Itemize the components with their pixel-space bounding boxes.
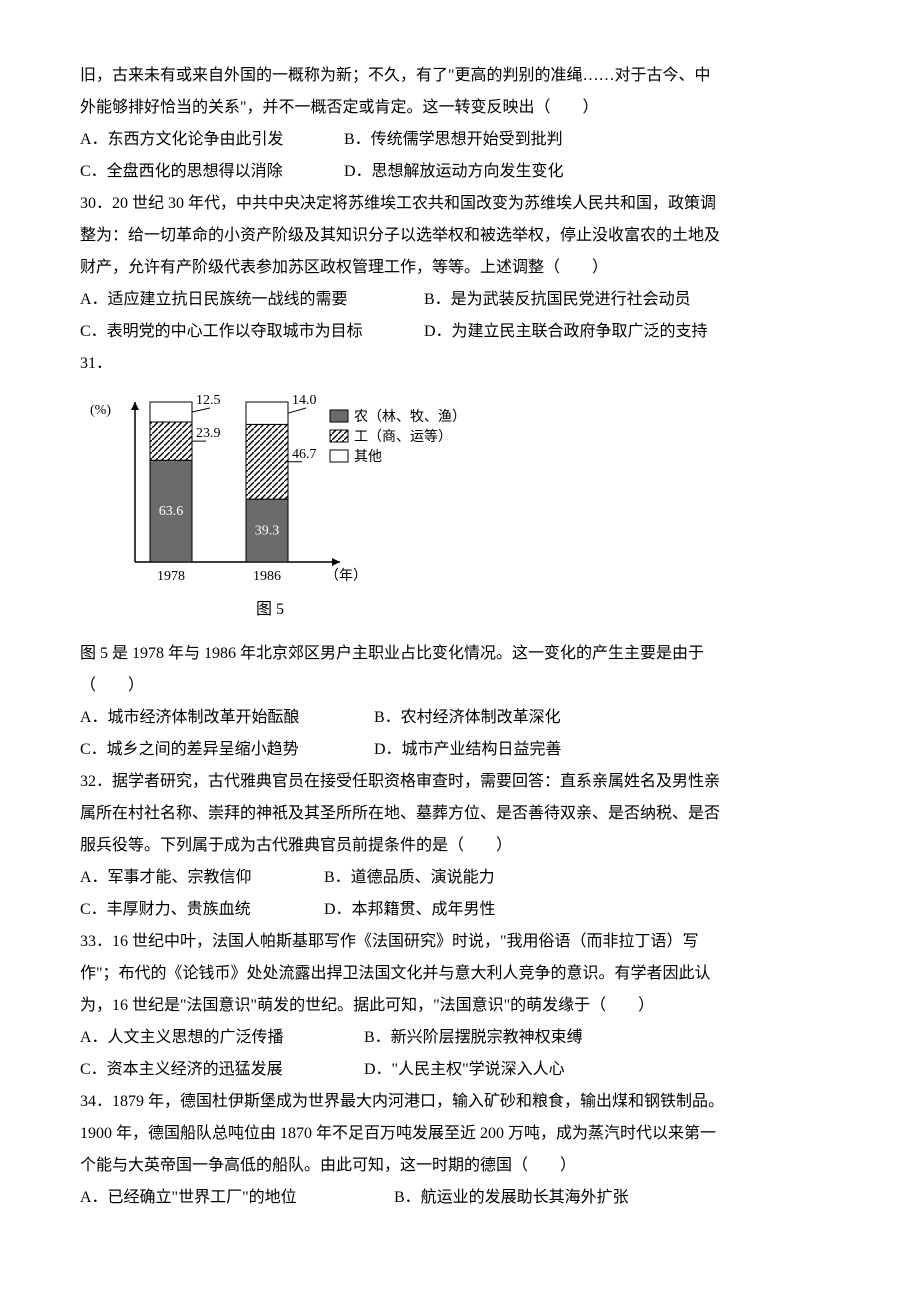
svg-text:其他: 其他 [354, 449, 382, 465]
q31-chart: (%) 12.5 23.9 63.6 1978 14.0 46.7 39.3 1986 （年） 农（… [80, 392, 460, 626]
q29-option-b: B．传统儒学思想开始受到批判 [344, 124, 563, 156]
q29-option-d: D．思想解放运动方向发生变化 [344, 156, 564, 188]
q31-option-b: B．农村经济体制改革深化 [374, 702, 561, 734]
q32-option-d: D．本邦籍贯、成年男性 [324, 894, 496, 926]
svg-text:12.5: 12.5 [196, 393, 221, 408]
q32-option-b: B．道德品质、演说能力 [324, 862, 495, 894]
q33-option-a: A．人文主义思想的广泛传播 [80, 1022, 360, 1054]
q33-option-b: B．新兴阶层摆脱宗教神权束缚 [364, 1022, 583, 1054]
svg-text:14.0: 14.0 [292, 393, 317, 408]
q32-option-c: C．丰厚财力、贵族血统 [80, 894, 320, 926]
q33-option-c: C．资本主义经济的迅猛发展 [80, 1054, 360, 1086]
q29-option-c: C．全盘西化的思想得以消除 [80, 156, 340, 188]
q33-line2: 作"；布代的《论钱币》处处流露出捍卫法国文化并与意大利人竞争的意识。有学者因此认 [80, 958, 840, 990]
svg-text:(%): (%) [90, 403, 111, 418]
q30-option-b: B．是为武装反抗国民党进行社会动员 [424, 284, 691, 316]
svg-text:63.6: 63.6 [159, 504, 184, 519]
q33-options-row2: C．资本主义经济的迅猛发展 D．"人民主权"学说深入人心 [80, 1054, 840, 1086]
q30-option-a: A．适应建立抗日民族统一战线的需要 [80, 284, 420, 316]
q34-line2: 1900 年，德国船队总吨位由 1870 年不足百万吨发展至近 200 万吨，成… [80, 1118, 840, 1150]
q32-options-row2: C．丰厚财力、贵族血统 D．本邦籍贯、成年男性 [80, 894, 840, 926]
svg-text:工（商、运等）: 工（商、运等） [354, 428, 452, 445]
svg-text:46.7: 46.7 [292, 447, 317, 462]
q31-options-row1: A．城市经济体制改革开始酝酿 B．农村经济体制改革深化 [80, 702, 840, 734]
svg-text:23.9: 23.9 [196, 426, 221, 441]
q30-line3: 财产，允许有产阶级代表参加苏区政权管理工作，等等。上述调整（ ） [80, 252, 840, 284]
q32-line2: 属所在村社名称、崇拜的神祇及其圣所所在地、墓葬方位、是否善待双亲、是否纳税、是否 [80, 798, 840, 830]
q34-option-a: A．已经确立"世界工厂"的地位 [80, 1182, 390, 1214]
q30-option-d: D．为建立民主联合政府争取广泛的支持 [424, 316, 708, 348]
q34-options-row1: A．已经确立"世界工厂"的地位 B．航运业的发展助长其海外扩张 [80, 1182, 840, 1214]
q32-options-row1: A．军事才能、宗教信仰 B．道德品质、演说能力 [80, 862, 840, 894]
svg-text:1986: 1986 [253, 569, 281, 584]
q29-options-row1: A．东西方文化论争由此引发 B．传统儒学思想开始受到批判 [80, 124, 840, 156]
q30-option-c: C．表明党的中心工作以夺取城市为目标 [80, 316, 420, 348]
svg-text:39.3: 39.3 [255, 524, 280, 539]
q31-options-row2: C．城乡之间的差异呈缩小趋势 D．城市产业结构日益完善 [80, 734, 840, 766]
q31-option-c: C．城乡之间的差异呈缩小趋势 [80, 734, 370, 766]
q30-line2: 整为：给一切革命的小资产阶级及其知识分子以选举权和被选举权，停止没收富农的土地及 [80, 220, 840, 252]
q30-options-row1: A．适应建立抗日民族统一战线的需要 B．是为武装反抗国民党进行社会动员 [80, 284, 840, 316]
q33-option-d: D．"人民主权"学说深入人心 [364, 1054, 565, 1086]
q31-body: 图 5 是 1978 年与 1986 年北京郊区男户主职业占比变化情况。这一变化… [80, 638, 840, 670]
q34-line3: 个能与大英帝国一争高低的船队。由此可知，这一时期的德国（ ） [80, 1150, 840, 1182]
q34-option-b: B．航运业的发展助长其海外扩张 [394, 1182, 629, 1214]
q32-line3: 服兵役等。下列属于成为古代雅典官员前提条件的是（ ） [80, 830, 840, 862]
chart-caption: 图 5 [80, 594, 460, 626]
svg-text:1978: 1978 [157, 569, 185, 584]
q32-line1: 32．据学者研究，古代雅典官员在接受任职资格审查时，需要回答：直系亲属姓名及男性… [80, 766, 840, 798]
q29-line2: 外能够排好恰当的关系"，并不一概否定或肯定。这一转变反映出（ ） [80, 92, 840, 124]
q33-line3: 为，16 世纪是"法国意识"萌发的世纪。据此可知，"法国意识"的萌发缘于（ ） [80, 990, 840, 1022]
q30-line1: 30．20 世纪 30 年代，中共中央决定将苏维埃工农共和国改变为苏维埃人民共和… [80, 188, 840, 220]
stacked-bar-chart: (%) 12.5 23.9 63.6 1978 14.0 46.7 39.3 1986 （年） 农（… [80, 392, 460, 592]
q34-line1: 34．1879 年，德国杜伊斯堡成为世界最大内河港口，输入矿砂和粮食，输出煤和钢… [80, 1086, 840, 1118]
q30-options-row2: C．表明党的中心工作以夺取城市为目标 D．为建立民主联合政府争取广泛的支持 [80, 316, 840, 348]
q31-number: 31． [80, 348, 840, 380]
q33-line1: 33．16 世纪中叶，法国人帕斯基耶写作《法国研究》时说，"我用俗语（而非拉丁语… [80, 926, 840, 958]
q29-line1: 旧，古来未有或来自外国的一概称为新；不久，有了"更高的判别的准绳……对于古今、中 [80, 60, 840, 92]
svg-text:农（林、牧、渔）: 农（林、牧、渔） [354, 409, 460, 425]
q33-options-row1: A．人文主义思想的广泛传播 B．新兴阶层摆脱宗教神权束缚 [80, 1022, 840, 1054]
q31-option-a: A．城市经济体制改革开始酝酿 [80, 702, 370, 734]
svg-text:（年）: （年） [325, 568, 367, 584]
q31-body2: （ ） [80, 670, 840, 702]
q29-options-row2: C．全盘西化的思想得以消除 D．思想解放运动方向发生变化 [80, 156, 840, 188]
q32-option-a: A．军事才能、宗教信仰 [80, 862, 320, 894]
q31-option-d: D．城市产业结构日益完善 [374, 734, 562, 766]
q29-option-a: A．东西方文化论争由此引发 [80, 124, 340, 156]
